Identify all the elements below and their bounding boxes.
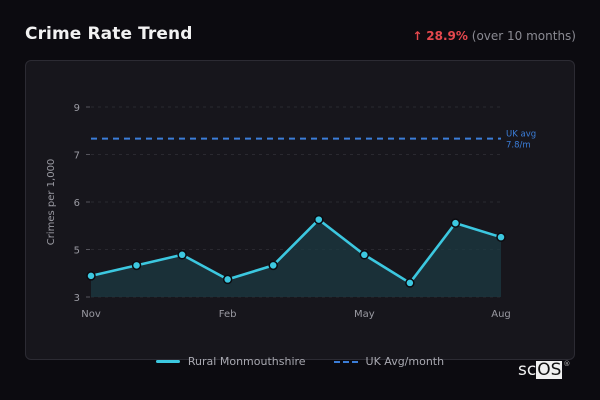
average-annotation-value: 7.8/m	[506, 141, 531, 151]
data-point[interactable]	[405, 278, 415, 288]
y-tick-label: 3	[74, 293, 80, 304]
data-point[interactable]	[177, 250, 187, 260]
y-tick-label: 5	[74, 246, 80, 257]
page-title: Crime Rate Trend	[25, 24, 193, 44]
x-tick-label: Nov	[81, 309, 101, 320]
legend-label: Rural Monmouthshire	[187, 355, 306, 368]
series-area	[91, 219, 501, 297]
data-point[interactable]	[496, 232, 506, 242]
x-tick-label: Aug	[491, 309, 511, 320]
data-point[interactable]	[268, 260, 278, 271]
data-point[interactable]	[222, 274, 233, 285]
change-value: 28.9%	[426, 29, 468, 43]
dashed-line-swatch-icon	[333, 360, 358, 363]
x-tick-label: Feb	[219, 309, 237, 320]
legend-item-series[interactable]: Rural Monmouthshire	[155, 355, 306, 368]
data-point[interactable]	[131, 260, 142, 271]
y-tick-label: 9	[74, 103, 80, 114]
x-tick-label: May	[354, 309, 375, 320]
series-line	[90, 218, 502, 285]
chart-legend: Rural Monmouthshire UK Avg/month	[0, 355, 600, 368]
change-indicator: ↑ 28.9% (over 10 months)	[412, 29, 576, 43]
trend-up-arrow-icon: ↑	[412, 29, 423, 43]
chart-card	[25, 60, 575, 360]
data-point[interactable]	[450, 218, 461, 228]
y-axis-label: Crimes per 1,000	[46, 159, 57, 246]
data-point[interactable]	[86, 271, 96, 281]
change-note: (over 10 months)	[471, 29, 576, 43]
registered-mark-icon: ®	[563, 360, 571, 368]
y-tick-label: 7	[74, 151, 80, 162]
data-point[interactable]	[314, 214, 324, 225]
legend-label: UK Avg/month	[365, 355, 445, 368]
scos-logo: sc OS ®	[518, 360, 571, 380]
y-tick-label: 6	[74, 198, 80, 209]
legend-item-average[interactable]: UK Avg/month	[333, 355, 445, 368]
data-point[interactable]	[359, 250, 370, 260]
average-annotation: UK avg	[506, 130, 536, 140]
solid-line-swatch-icon	[155, 360, 180, 363]
